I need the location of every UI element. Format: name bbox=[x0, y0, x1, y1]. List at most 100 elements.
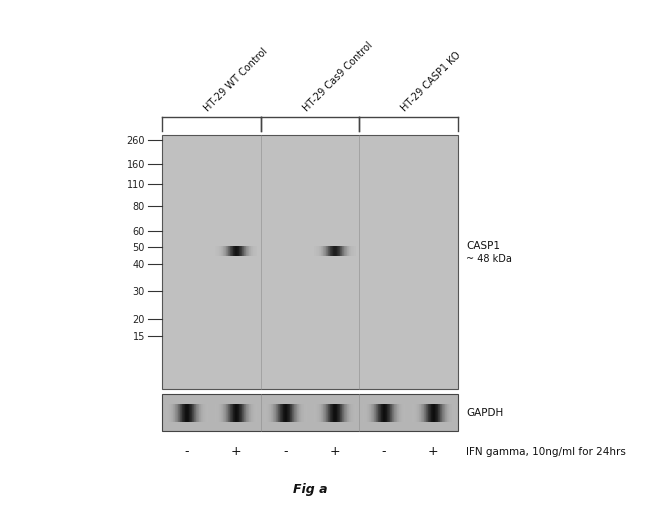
Bar bbox=[227, 246, 228, 257]
Bar bbox=[227, 404, 229, 421]
Bar bbox=[239, 404, 240, 421]
Bar bbox=[314, 246, 315, 257]
Bar bbox=[317, 246, 318, 257]
Bar bbox=[322, 246, 323, 257]
Bar bbox=[365, 404, 366, 421]
Bar bbox=[289, 404, 291, 421]
Bar bbox=[390, 404, 391, 421]
Bar bbox=[387, 404, 389, 421]
Bar bbox=[404, 404, 405, 421]
Bar bbox=[292, 404, 293, 421]
Bar bbox=[253, 404, 254, 421]
Text: HT-29 CASP1 KO: HT-29 CASP1 KO bbox=[400, 49, 463, 113]
Text: 20: 20 bbox=[133, 315, 145, 324]
Bar bbox=[379, 404, 380, 421]
Bar bbox=[393, 404, 394, 421]
Text: GAPDH: GAPDH bbox=[466, 408, 503, 418]
Bar bbox=[216, 246, 218, 257]
Bar bbox=[178, 404, 179, 421]
Bar bbox=[347, 246, 348, 257]
Bar bbox=[232, 246, 233, 257]
Bar bbox=[198, 404, 200, 421]
Bar bbox=[187, 404, 188, 421]
Bar bbox=[429, 404, 430, 421]
Bar bbox=[371, 404, 372, 421]
Bar bbox=[301, 404, 302, 421]
Bar bbox=[381, 404, 382, 421]
Bar bbox=[421, 404, 422, 421]
Bar bbox=[333, 404, 334, 421]
Bar bbox=[162, 136, 458, 389]
Bar bbox=[284, 404, 285, 421]
Bar bbox=[348, 404, 350, 421]
Bar bbox=[380, 404, 382, 421]
Bar bbox=[350, 246, 351, 257]
Bar bbox=[287, 404, 289, 421]
Bar bbox=[332, 404, 333, 421]
Bar bbox=[228, 404, 229, 421]
Bar bbox=[397, 404, 398, 421]
Text: HT-29 Cas9 Control: HT-29 Cas9 Control bbox=[301, 40, 374, 113]
Bar bbox=[196, 404, 198, 421]
Bar bbox=[378, 404, 380, 421]
Bar bbox=[369, 404, 370, 421]
Text: Fig a: Fig a bbox=[292, 483, 327, 496]
Bar bbox=[340, 246, 341, 257]
Bar bbox=[201, 404, 202, 421]
Bar bbox=[331, 246, 332, 257]
Bar bbox=[221, 246, 222, 257]
Bar bbox=[179, 404, 181, 421]
Bar bbox=[323, 404, 324, 421]
Bar bbox=[320, 404, 322, 421]
Bar bbox=[318, 404, 319, 421]
Bar bbox=[241, 246, 242, 257]
Bar bbox=[237, 246, 239, 257]
Bar bbox=[238, 246, 239, 257]
Bar bbox=[392, 404, 393, 421]
Text: 40: 40 bbox=[133, 260, 145, 269]
Bar bbox=[380, 404, 381, 421]
Bar bbox=[191, 404, 192, 421]
Bar bbox=[452, 404, 453, 421]
Bar bbox=[324, 246, 325, 257]
Bar bbox=[235, 246, 237, 257]
Bar bbox=[367, 404, 369, 421]
Bar bbox=[235, 404, 237, 421]
Bar bbox=[237, 404, 238, 421]
Bar bbox=[399, 404, 400, 421]
Bar bbox=[220, 246, 222, 257]
Text: 15: 15 bbox=[133, 331, 145, 342]
Bar bbox=[395, 404, 396, 421]
Bar bbox=[246, 246, 247, 257]
Bar bbox=[401, 404, 402, 421]
Bar bbox=[355, 246, 356, 257]
Bar bbox=[327, 246, 328, 257]
Bar bbox=[327, 404, 328, 421]
Bar bbox=[348, 404, 349, 421]
Bar bbox=[382, 404, 383, 421]
Bar bbox=[443, 404, 444, 421]
Text: +: + bbox=[330, 445, 340, 458]
Bar bbox=[229, 404, 231, 421]
Bar bbox=[328, 246, 330, 257]
Bar bbox=[278, 404, 280, 421]
Bar bbox=[205, 404, 207, 421]
Bar bbox=[336, 404, 337, 421]
Bar bbox=[225, 246, 226, 257]
Bar bbox=[277, 404, 278, 421]
Bar bbox=[320, 404, 321, 421]
Bar bbox=[192, 404, 193, 421]
Bar bbox=[220, 404, 222, 421]
Bar bbox=[229, 246, 230, 257]
Bar bbox=[223, 404, 224, 421]
Bar bbox=[353, 246, 354, 257]
Bar bbox=[345, 404, 346, 421]
Bar bbox=[421, 404, 422, 421]
Bar bbox=[186, 404, 187, 421]
Bar bbox=[448, 404, 449, 421]
Bar bbox=[417, 404, 418, 421]
Bar bbox=[250, 246, 251, 257]
Bar bbox=[296, 404, 297, 421]
Bar bbox=[400, 404, 401, 421]
Bar bbox=[345, 246, 346, 257]
